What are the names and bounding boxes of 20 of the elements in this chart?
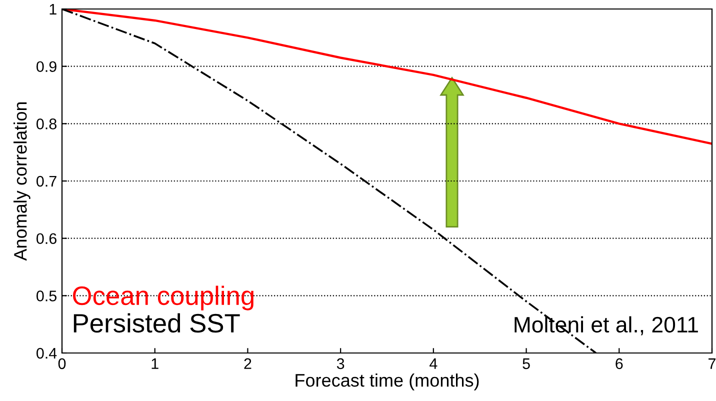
x-tick-label: 5 (522, 358, 530, 370)
y-tick-label: 0.8 (36, 118, 56, 130)
x-tick-label: 4 (430, 358, 438, 369)
x-tick-label: 0 (58, 358, 66, 370)
y-tick-label: 0.9 (36, 61, 56, 72)
text: Persisted SST (74, 313, 240, 333)
x-tick-label: 2 (244, 358, 252, 369)
text: Ocean coupling (73, 286, 254, 310)
y-axis-title: Anomaly correlation (14, 102, 30, 261)
y-tick-label: 0.6 (36, 233, 56, 244)
y-tick-label: 0.5 (36, 290, 56, 302)
y-tick-label: 0.7 (36, 176, 56, 187)
x-tick-label: 1 (152, 358, 158, 369)
y-tick-label: 1 (50, 4, 56, 15)
x-axis-title: Forecast time (months) (296, 373, 479, 390)
x-tick-label: 3 (336, 358, 344, 370)
annotation: Molteni et al., 2011 (514, 316, 698, 336)
x-tick-label: 6 (616, 358, 623, 370)
y-tick-label: 0.4 (36, 348, 57, 359)
x-tick-label: 7 (708, 358, 716, 369)
